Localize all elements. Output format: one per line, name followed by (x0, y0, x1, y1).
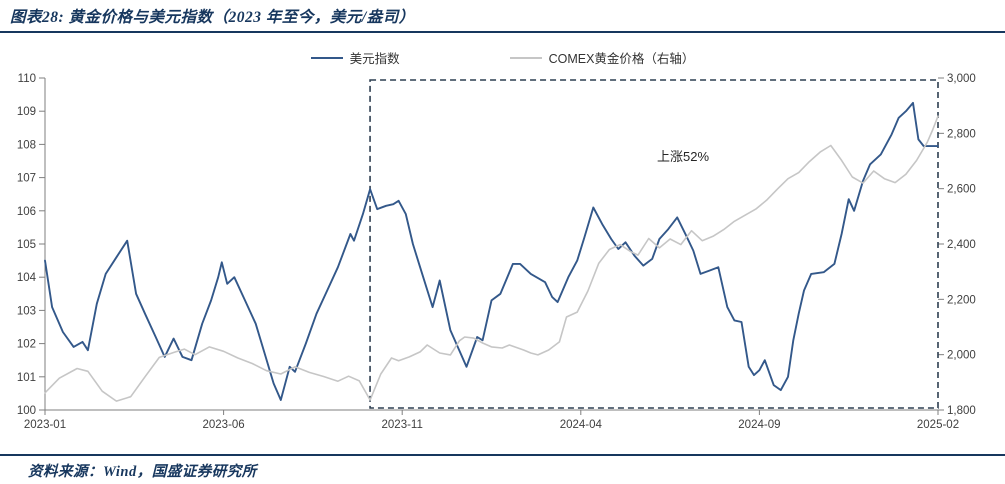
svg-text:100: 100 (17, 405, 36, 417)
svg-text:109: 109 (17, 106, 36, 118)
svg-text:104: 104 (17, 272, 37, 284)
svg-text:2,600: 2,600 (947, 184, 976, 196)
legend-item-comex-gold: COMEX黄金价格（右轴） (509, 48, 695, 67)
rise-52pct-annotation: 上涨52% (657, 149, 710, 164)
chart-title: 图表28: 黄金价格与美元指数（2023 年至今，美元/盎司） (10, 9, 415, 26)
svg-text:103: 103 (17, 305, 36, 317)
svg-text:102: 102 (17, 339, 36, 351)
svg-text:2,000: 2,000 (947, 350, 976, 362)
svg-text:2,200: 2,200 (947, 294, 976, 306)
svg-text:110: 110 (18, 73, 36, 85)
svg-text:2,400: 2,400 (947, 239, 976, 251)
footer-divider (0, 454, 1005, 456)
legend-item-dollar-index: 美元指数 (310, 48, 400, 67)
svg-text:3,000: 3,000 (947, 73, 976, 85)
svg-text:2,800: 2,800 (947, 128, 976, 140)
svg-text:2023-11: 2023-11 (382, 419, 423, 431)
svg-text:101: 101 (17, 372, 36, 384)
svg-text:2023-06: 2023-06 (202, 419, 244, 431)
legend-label-dollar-index: 美元指数 (349, 52, 400, 66)
title-divider (0, 31, 1005, 33)
svg-text:107: 107 (17, 173, 36, 185)
data-source-note: 资料来源：Wind，国盛证券研究所 (28, 464, 257, 480)
chart-canvas: 100 101 102 103 104 105 106 107 108 109 110 1,800 2,… (17, 73, 976, 431)
svg-text:108: 108 (17, 139, 36, 151)
svg-text:2024-04: 2024-04 (560, 419, 603, 431)
legend-line-icon-comex-gold (509, 56, 542, 59)
legend-line-icon-dollar-index (310, 56, 343, 59)
svg-text:2025-02: 2025-02 (917, 419, 959, 431)
chart-legend: 美元指数 COMEX黄金价格（右轴） (0, 48, 1005, 67)
svg-text:2024-09: 2024-09 (738, 419, 780, 431)
svg-text:2023-01: 2023-01 (24, 419, 66, 431)
svg-text:106: 106 (17, 206, 36, 218)
legend-label-comex-gold: COMEX黄金价格（右轴） (548, 52, 695, 66)
svg-text:105: 105 (17, 239, 36, 251)
svg-text:1,800: 1,800 (947, 405, 976, 417)
